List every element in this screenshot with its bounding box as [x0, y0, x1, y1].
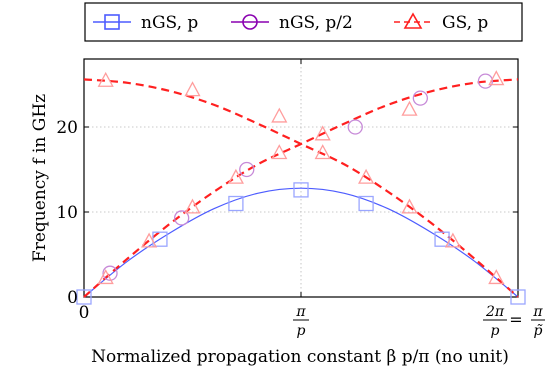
x-tick-label-pi-over-p: π p [293, 304, 309, 339]
legend-triangle-marker [403, 12, 423, 29]
legend-label-gs-p: GS, p [442, 13, 488, 33]
data-point-square [293, 182, 309, 198]
x-axis-ticks: 0 π p 2π p = π p̃ [79, 303, 545, 339]
data-point-square [152, 231, 168, 247]
legend-box [84, 2, 523, 42]
data-point-square [434, 231, 450, 247]
series-line-square [83, 187, 519, 298]
series-markers [76, 70, 526, 305]
legend-square-marker [104, 14, 120, 30]
x-tick-p-denominator-2: p [491, 323, 500, 339]
legend-circle-marker [242, 14, 258, 30]
legend-entry-ngs-p2: nGS, p/2 [231, 13, 353, 33]
x-tick-pi-numerator: π [295, 304, 306, 320]
legend: nGS, p nGS, p/2 GS, p [84, 2, 523, 42]
x-tick-pi-numerator-3: π [532, 304, 543, 320]
series-curves [83, 78, 519, 298]
data-point-circle [173, 210, 190, 226]
data-point-triangle [401, 100, 418, 116]
series-line-triangle [83, 78, 519, 298]
legend-entry-ngs-p: nGS, p [93, 13, 198, 33]
data-point-square [76, 289, 92, 305]
data-point-circle [477, 73, 494, 89]
y-tick-label: 10 [56, 203, 78, 223]
legend-label-ngs-p2: nGS, p/2 [279, 13, 353, 33]
x-tick-2pi-numerator: 2π [485, 304, 505, 320]
data-point-triangle [488, 269, 505, 285]
x-tick-label-2pi-over-p: 2π p = π p̃ [483, 304, 545, 339]
data-point-triangle [444, 232, 461, 248]
data-point-square [358, 195, 374, 212]
data-point-triangle [271, 107, 288, 123]
data-point-triangle [488, 70, 505, 86]
data-point-triangle [314, 125, 331, 141]
legend-label-ngs-p: nGS, p [141, 13, 198, 33]
grid [83, 59, 519, 298]
x-axis-label: Normalized propagation constant β p/π (n… [91, 347, 509, 367]
data-point-triangle [358, 168, 375, 184]
data-point-circle [102, 265, 118, 281]
data-point-square [510, 289, 526, 305]
y-tick-label: 20 [56, 118, 78, 138]
x-tick-ptilde-denominator: p̃ [534, 323, 543, 339]
x-tick-p-denominator: p [297, 323, 306, 339]
x-tick-equals: = [509, 310, 522, 329]
data-point-triangle [141, 232, 158, 248]
data-point-triangle [314, 144, 331, 160]
data-point-triangle [184, 198, 201, 214]
data-point-triangle [401, 198, 418, 214]
y-axis-ticks: 0 10 20 [56, 118, 78, 308]
legend-entry-gs-p: GS, p [394, 12, 488, 33]
data-point-triangle [227, 168, 244, 184]
plot-area [76, 58, 526, 305]
data-point-square [228, 195, 244, 212]
y-axis-label: Frequency f in GHz [30, 94, 50, 262]
plot-frame [83, 58, 519, 298]
data-point-circle [412, 90, 429, 106]
data-point-triangle [271, 144, 288, 160]
data-point-circle [239, 161, 255, 178]
data-point-triangle [97, 269, 114, 285]
data-point-triangle [97, 71, 114, 87]
y-tick-label: 0 [67, 288, 78, 308]
x-tick-label-0: 0 [79, 303, 90, 323]
data-point-triangle [184, 81, 201, 97]
data-point-circle [347, 119, 363, 135]
